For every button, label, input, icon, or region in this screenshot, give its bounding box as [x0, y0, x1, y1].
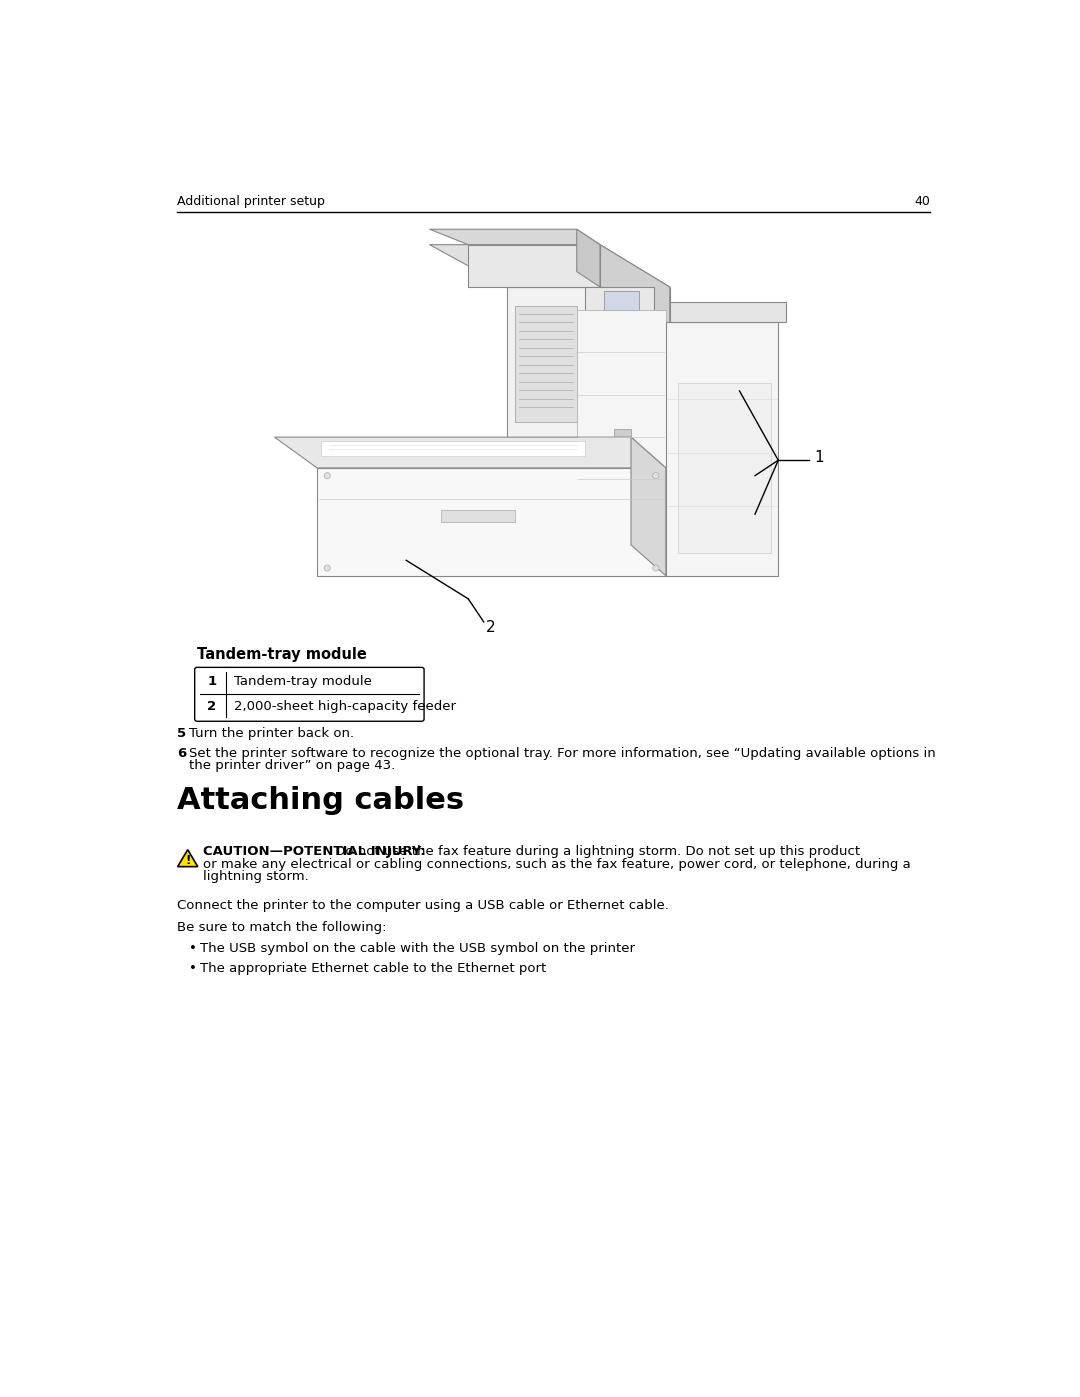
Polygon shape — [321, 441, 584, 457]
Text: Connect the printer to the computer using a USB cable or Ethernet cable.: Connect the printer to the computer usin… — [177, 900, 669, 912]
Polygon shape — [515, 306, 577, 422]
Circle shape — [652, 472, 659, 479]
Polygon shape — [274, 437, 666, 468]
Polygon shape — [577, 310, 666, 529]
Text: Additional printer setup: Additional printer setup — [177, 194, 325, 208]
FancyBboxPatch shape — [194, 668, 424, 721]
Polygon shape — [631, 437, 666, 576]
Text: •: • — [189, 942, 198, 954]
Text: The appropriate Ethernet cable to the Ethernet port: The appropriate Ethernet cable to the Et… — [200, 961, 546, 975]
Text: 1: 1 — [814, 450, 824, 465]
Text: Be sure to match the following:: Be sure to match the following: — [177, 921, 387, 933]
Text: the printer driver” on page 43.: the printer driver” on page 43. — [189, 759, 395, 773]
Polygon shape — [677, 383, 770, 553]
Text: 40: 40 — [915, 194, 930, 208]
Text: 2: 2 — [207, 700, 216, 712]
Text: The USB symbol on the cable with the USB symbol on the printer: The USB symbol on the cable with the USB… — [200, 942, 635, 954]
Polygon shape — [177, 849, 198, 866]
Text: Do not use the fax feature during a lightning storm. Do not set up this product: Do not use the fax feature during a ligh… — [332, 845, 860, 858]
Text: Attaching cables: Attaching cables — [177, 787, 464, 814]
Text: lightning storm.: lightning storm. — [203, 870, 309, 883]
Polygon shape — [584, 286, 654, 321]
Text: 1: 1 — [207, 675, 216, 689]
Polygon shape — [604, 291, 638, 310]
Circle shape — [324, 564, 330, 571]
Polygon shape — [670, 302, 786, 321]
Text: 2: 2 — [486, 620, 496, 634]
Polygon shape — [430, 244, 670, 286]
Polygon shape — [469, 244, 600, 286]
Polygon shape — [600, 244, 670, 538]
Circle shape — [324, 472, 330, 479]
Text: Turn the printer back on.: Turn the printer back on. — [189, 728, 354, 740]
Text: 6: 6 — [177, 746, 186, 760]
Text: Tandem‑tray module: Tandem‑tray module — [234, 675, 373, 689]
Text: 2,000‑sheet high‑capacity feeder: 2,000‑sheet high‑capacity feeder — [234, 700, 456, 712]
Polygon shape — [318, 468, 666, 576]
Polygon shape — [441, 510, 515, 522]
Text: Set the printer software to recognize the optional tray. For more information, s: Set the printer software to recognize th… — [189, 746, 936, 760]
Polygon shape — [507, 286, 670, 538]
Text: •: • — [189, 961, 198, 975]
Text: 5: 5 — [177, 728, 186, 740]
Text: or make any electrical or cabling connections, such as the fax feature, power co: or make any electrical or cabling connec… — [203, 858, 910, 870]
Polygon shape — [577, 229, 600, 286]
Circle shape — [652, 564, 659, 571]
Polygon shape — [430, 229, 600, 244]
Text: Tandem‑tray module: Tandem‑tray module — [197, 647, 367, 662]
Polygon shape — [613, 429, 631, 441]
Text: !: ! — [185, 854, 190, 868]
Polygon shape — [666, 321, 779, 576]
Text: CAUTION—POTENTIAL INJURY:: CAUTION—POTENTIAL INJURY: — [203, 845, 426, 858]
